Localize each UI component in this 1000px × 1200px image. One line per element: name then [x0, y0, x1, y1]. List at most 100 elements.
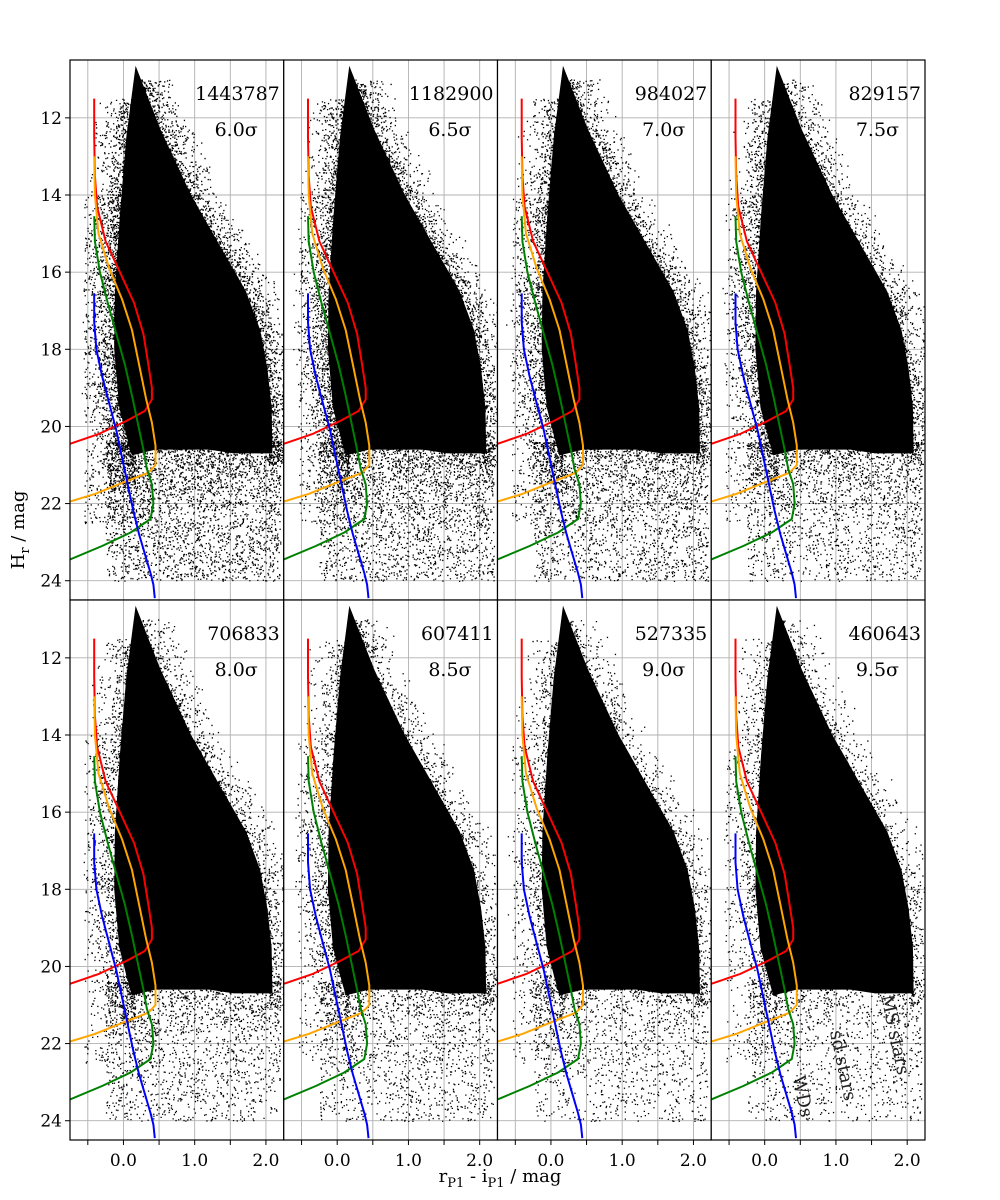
panel-frame: [710, 599, 926, 1141]
series-line-blue: [307, 833, 370, 1139]
scatter-points: [722, 79, 925, 582]
series-line-green: [711, 756, 796, 1101]
panel-3: 984027 7.0σ: [496, 59, 712, 601]
y-tick-label: 24: [40, 1112, 62, 1132]
y-tick-label: 12: [40, 109, 62, 129]
panel-plot-area: [283, 60, 498, 600]
series-line-green: [70, 756, 155, 1101]
y-tick-label: 18: [40, 880, 62, 900]
panel-sigma-label: 8.0σ: [215, 659, 258, 681]
series-line-green: [283, 756, 369, 1101]
x-tick-label: 2.0: [680, 1151, 707, 1171]
panel-1: 1443787 6.0σ 12 14 16 18 20 22 24: [40, 59, 285, 601]
y-tick-label: 12: [40, 649, 62, 669]
panel-7: 527335 9.0σ 0.0 1.0 2.0: [496, 599, 712, 1171]
series-line-green: [283, 216, 369, 561]
series-line-green: [497, 216, 582, 561]
main-sequence-density: [755, 605, 914, 996]
x-tick-label: 2.0: [894, 1151, 921, 1171]
scatter-points: [506, 79, 712, 582]
series-line-orange: [283, 156, 371, 503]
series-line-blue: [734, 293, 797, 599]
y-tick-label: 22: [40, 495, 62, 515]
panels-layer: 1443787 6.0σ 12 14 16 18 20 22 24 1182900 6.5σ 9840…: [40, 59, 926, 1171]
x-tick-label: 2.0: [466, 1151, 493, 1171]
y-tick-label: 20: [40, 417, 62, 437]
series-line-green: [497, 756, 582, 1101]
series-line-blue: [520, 293, 584, 599]
y-tick-label: 20: [40, 957, 62, 977]
series-line-blue: [307, 293, 370, 599]
panel-count-label: 1443787: [195, 83, 280, 105]
panel-count-label: 527335: [635, 623, 708, 645]
series-line-blue: [93, 293, 156, 599]
panel-count-label: 607411: [421, 623, 494, 645]
panel-plot-area: [497, 600, 712, 1140]
x-tick-label: 1.0: [822, 1151, 849, 1171]
series-line-blue: [520, 833, 584, 1139]
y-tick-label: 22: [40, 1035, 62, 1055]
series-line-blue: [734, 833, 797, 1139]
x-tick-label: 0.0: [324, 1151, 351, 1171]
scatter-points: [295, 619, 498, 1122]
scatter-points: [724, 619, 925, 1122]
panel-plot-area: [711, 600, 925, 1140]
panel-count-label: 706833: [207, 623, 280, 645]
x-tick-label: 1.0: [395, 1151, 422, 1171]
y-tick-label: 14: [40, 186, 62, 206]
x-tick-label: 0.0: [537, 1151, 564, 1171]
labels-layer: Hr / mag rP1 - iP1 / mag: [8, 491, 561, 1191]
panel-count-label: 1182900: [409, 83, 494, 105]
series-line-green: [70, 216, 155, 561]
panel-2: 1182900 6.5σ: [283, 59, 499, 601]
panel-count-label: 829157: [848, 83, 921, 105]
x-tick-label: 1.0: [181, 1151, 208, 1171]
scatter-points: [81, 79, 284, 582]
main-sequence-density: [114, 605, 273, 996]
panel-plot-area: [711, 60, 925, 600]
panel-sigma-label: 9.5σ: [856, 659, 899, 681]
x-tick-label: 0.0: [751, 1151, 778, 1171]
scatter-points: [507, 620, 712, 1122]
panel-5: 706833 8.0σ 12 14 16 18 20 22 24 0.0 1.0 2.0: [40, 599, 285, 1171]
x-tick-label: 2.0: [252, 1151, 279, 1171]
series-line-orange: [70, 156, 157, 503]
panel-plot-area: [70, 600, 284, 1140]
y-tick-label: 16: [40, 263, 62, 283]
panel-sigma-label: 8.5σ: [428, 659, 471, 681]
panel-plot-area: [283, 600, 498, 1140]
series-line-orange: [497, 696, 584, 1043]
panel-6: 607411 8.5σ 0.0 1.0 2.0: [283, 599, 499, 1171]
y-tick-label: 18: [40, 340, 62, 360]
panel-count-label: 460643: [848, 623, 921, 645]
main-sequence-density: [541, 65, 700, 456]
y-axis-label: Hr / mag: [8, 491, 33, 570]
panel-sigma-label: 7.0σ: [642, 119, 685, 141]
series-line-orange: [711, 156, 798, 503]
series-line-orange: [497, 156, 584, 503]
panel-sigma-label: 9.0σ: [642, 659, 685, 681]
panel-sigma-label: 6.0σ: [215, 119, 258, 141]
y-tick-label: 24: [40, 572, 62, 592]
panel-sigma-label: 6.5σ: [428, 119, 471, 141]
main-sequence-density: [541, 605, 700, 996]
panel-plot-area: [497, 60, 712, 600]
scatter-points: [83, 619, 284, 1122]
main-sequence-density: [327, 65, 487, 456]
main-sequence-density: [327, 605, 487, 996]
panel-sigma-label: 7.5σ: [856, 119, 899, 141]
y-tick-label: 14: [40, 726, 62, 746]
series-line-orange: [283, 696, 371, 1043]
panel-count-label: 984027: [635, 83, 708, 105]
x-tick-label: 1.0: [609, 1151, 636, 1171]
panel-plot-area: [70, 60, 284, 600]
y-tick-label: 16: [40, 803, 62, 823]
x-tick-label: 0.0: [110, 1151, 137, 1171]
series-line-orange: [711, 696, 798, 1043]
main-sequence-density: [114, 65, 273, 456]
main-sequence-density: [755, 65, 914, 456]
series-line-orange: [70, 696, 157, 1043]
series-line-blue: [93, 833, 156, 1139]
